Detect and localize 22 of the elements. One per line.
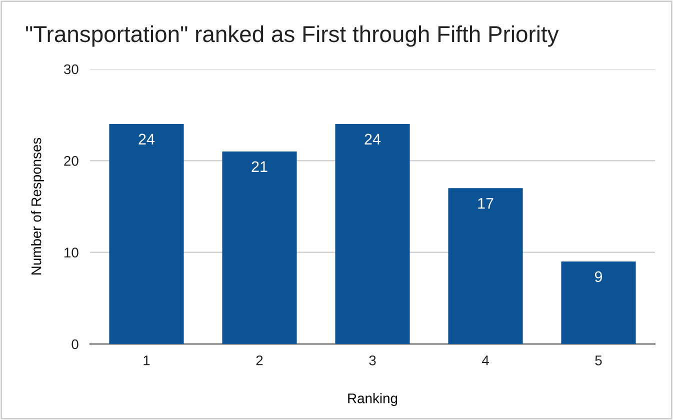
y-tick-label: 30 xyxy=(64,64,78,74)
y-tick-label: 20 xyxy=(64,156,78,166)
y-axis-title: Number of Responses xyxy=(31,138,44,274)
x-tick-label: 3 xyxy=(369,355,376,366)
x-tick-label: 4 xyxy=(482,356,489,366)
x-tick-label: 2 xyxy=(256,355,263,366)
data-label: 9 xyxy=(594,271,602,282)
bar xyxy=(561,262,636,344)
data-label: 24 xyxy=(138,134,155,144)
data-label: 24 xyxy=(364,134,381,144)
data-label: 21 xyxy=(252,161,268,172)
x-tick-label: 1 xyxy=(144,356,150,366)
x-axis-title: Ranking xyxy=(348,393,398,406)
bar xyxy=(448,188,523,344)
y-tick-label: 0 xyxy=(72,339,78,350)
bar xyxy=(109,124,184,344)
y-tick-label: 10 xyxy=(64,248,78,258)
chart-title: "Transportation" ranked as First through Fifth Priority xyxy=(26,25,559,47)
bar xyxy=(222,152,297,344)
bar xyxy=(335,124,410,344)
x-tick-label: 5 xyxy=(595,356,602,366)
data-label: 17 xyxy=(478,198,494,209)
